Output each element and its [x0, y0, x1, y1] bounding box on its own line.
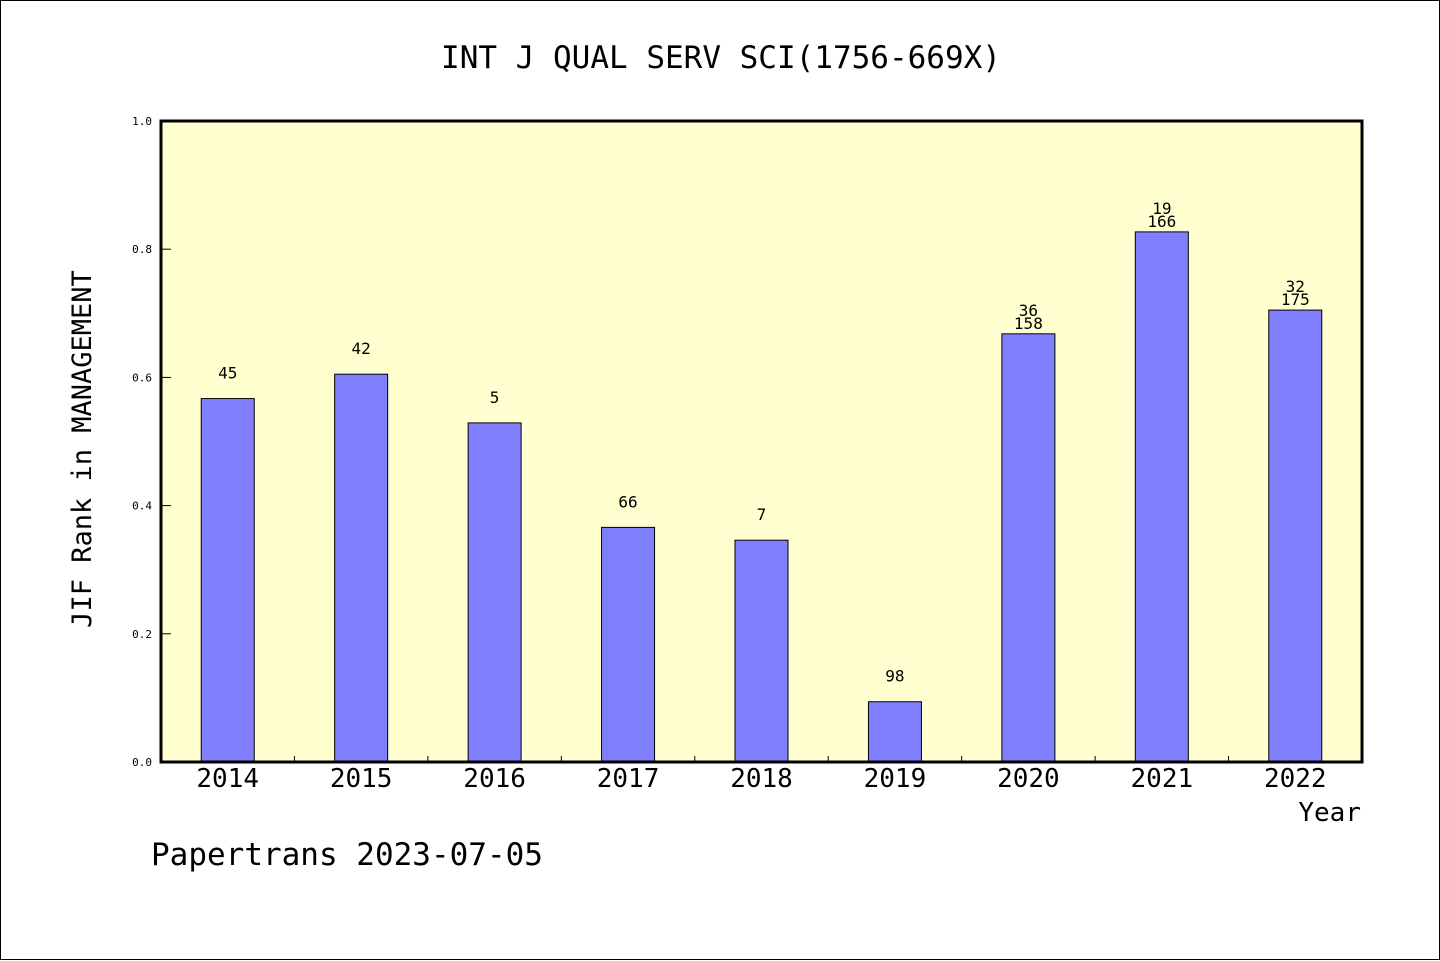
bar-label: 98	[885, 667, 904, 686]
bar-2019	[867, 701, 922, 763]
bar-label: 66	[618, 492, 637, 511]
x-tick-label: 2016	[463, 764, 526, 794]
x-tick-label: 2022	[1264, 764, 1327, 794]
x-tick-label: 2021	[1131, 764, 1194, 794]
x-tick-label: 2014	[196, 764, 259, 794]
x-tick-label: 2017	[597, 764, 660, 794]
y-axis: 0.0 0.2 0.4 0.6 0.8 1.0	[132, 115, 171, 769]
y-tick-label: 0.6	[132, 371, 152, 384]
bar-label: 7	[757, 505, 767, 524]
bar-label: 5	[490, 388, 500, 407]
x-tick-label: 2020	[997, 764, 1060, 794]
y-tick-label: 0.2	[132, 628, 152, 641]
x-tick-label: 2018	[730, 764, 793, 794]
bar-2015	[334, 373, 389, 763]
bar-2016	[467, 422, 522, 763]
bar-label: 175	[1281, 290, 1310, 309]
bar-2021	[1134, 231, 1189, 763]
bar-2017	[601, 526, 656, 763]
y-tick-label: 0.0	[132, 756, 152, 769]
bar-label: 42	[352, 339, 371, 358]
bar-label-top: 36	[1019, 301, 1038, 320]
x-tick-label: 2019	[864, 764, 927, 794]
bar-label: 45	[218, 364, 237, 383]
bar-label: 158	[1014, 314, 1043, 333]
x-axis-label: Year	[1298, 798, 1361, 828]
footer-source: Papertrans 2023-07-05	[151, 837, 543, 873]
chart-title: INT J QUAL SERV SCI(1756-669X)	[441, 40, 1001, 76]
bar-label-top: 19	[1152, 199, 1171, 218]
x-axis: 2014 2015 2016 2017 2018 2019 2020 2021 2022	[196, 756, 1327, 794]
bar-2022	[1268, 309, 1323, 763]
y-tick-label: 0.8	[132, 243, 152, 256]
plot-border	[159, 119, 1364, 764]
bar-2020	[1001, 333, 1056, 763]
bar-label: 166	[1147, 212, 1176, 231]
y-tick-label: 0.4	[132, 500, 152, 513]
bar-2018	[734, 539, 789, 763]
y-tick-label: 1.0	[132, 115, 152, 128]
x-tick-label: 2015	[330, 764, 393, 794]
y-axis-label: JIF Rank in MANAGEMENT	[67, 270, 98, 628]
bar-2014	[200, 398, 255, 763]
bar-label-top: 32	[1286, 277, 1305, 296]
